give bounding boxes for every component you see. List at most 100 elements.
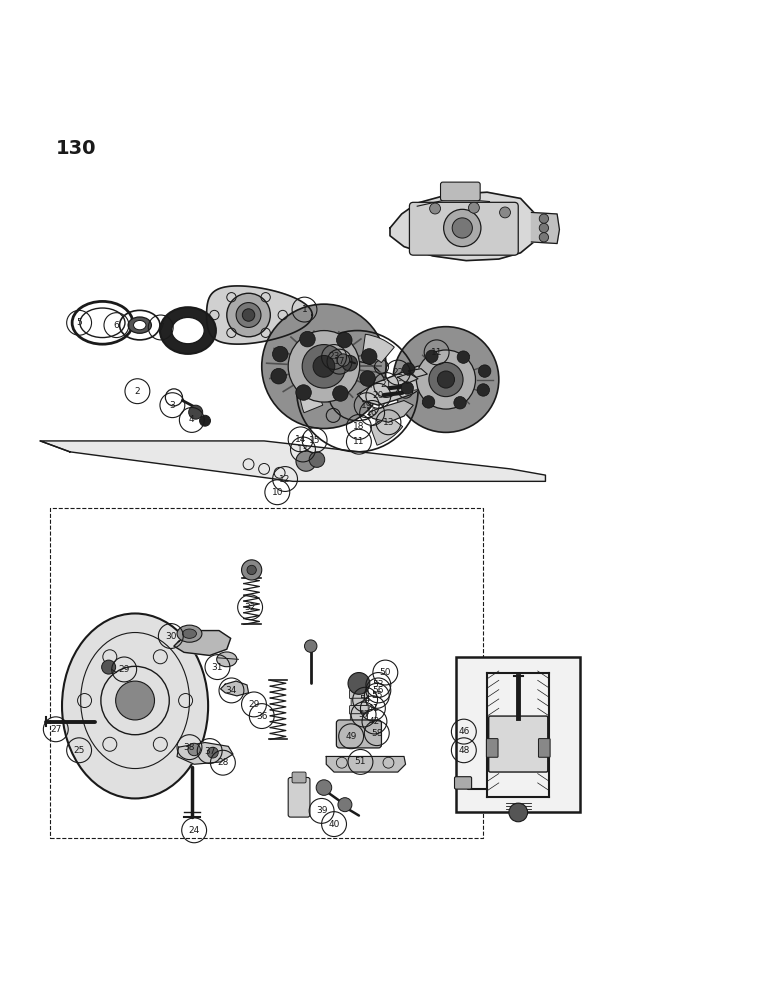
Circle shape: [227, 293, 271, 337]
Text: 36: 36: [256, 712, 268, 721]
FancyBboxPatch shape: [336, 720, 381, 748]
Circle shape: [430, 203, 441, 214]
Circle shape: [101, 660, 115, 674]
FancyBboxPatch shape: [292, 772, 306, 783]
Text: 17: 17: [334, 357, 346, 366]
Circle shape: [348, 673, 370, 694]
Circle shape: [262, 304, 386, 428]
Circle shape: [316, 780, 332, 795]
Text: 12: 12: [279, 475, 291, 484]
Text: 29: 29: [119, 665, 130, 674]
Text: 37: 37: [204, 747, 215, 756]
Text: 28: 28: [217, 758, 229, 767]
Text: 4: 4: [189, 415, 195, 424]
Text: 11: 11: [431, 348, 442, 357]
Circle shape: [189, 405, 203, 419]
Text: 16: 16: [367, 408, 378, 417]
Circle shape: [452, 218, 473, 238]
FancyBboxPatch shape: [351, 729, 367, 737]
Circle shape: [509, 803, 527, 822]
FancyBboxPatch shape: [351, 698, 367, 706]
Text: 13: 13: [383, 418, 394, 427]
Text: 22: 22: [392, 368, 403, 377]
Circle shape: [115, 681, 154, 720]
Text: 27: 27: [50, 725, 62, 734]
Circle shape: [457, 351, 470, 363]
Circle shape: [271, 368, 286, 384]
Text: 32: 32: [244, 603, 256, 612]
Text: 3: 3: [169, 401, 176, 410]
FancyBboxPatch shape: [349, 706, 368, 714]
Text: 29: 29: [248, 700, 260, 709]
Text: 50: 50: [380, 668, 391, 677]
Text: 42: 42: [369, 717, 380, 726]
Circle shape: [296, 451, 316, 471]
Ellipse shape: [133, 320, 146, 330]
Circle shape: [296, 385, 311, 400]
FancyBboxPatch shape: [350, 714, 367, 722]
Circle shape: [337, 354, 349, 366]
Text: 57: 57: [358, 710, 369, 719]
Polygon shape: [357, 364, 435, 405]
Text: 24: 24: [189, 826, 200, 835]
FancyBboxPatch shape: [455, 777, 472, 789]
Wedge shape: [300, 381, 323, 413]
Text: 56: 56: [373, 686, 384, 695]
Text: 20: 20: [373, 391, 384, 400]
Polygon shape: [531, 212, 559, 244]
Text: 54: 54: [360, 695, 370, 704]
Circle shape: [336, 332, 352, 348]
Polygon shape: [41, 441, 545, 481]
Circle shape: [247, 565, 257, 575]
Text: 34: 34: [225, 686, 237, 695]
Circle shape: [338, 798, 352, 812]
Text: 19: 19: [361, 401, 372, 410]
FancyBboxPatch shape: [349, 690, 368, 699]
FancyBboxPatch shape: [410, 202, 518, 255]
Circle shape: [242, 560, 262, 580]
Ellipse shape: [128, 317, 151, 333]
Text: 48: 48: [458, 746, 470, 755]
FancyBboxPatch shape: [456, 657, 580, 812]
Polygon shape: [390, 192, 536, 261]
Text: 40: 40: [328, 820, 340, 829]
Text: 13: 13: [297, 445, 309, 454]
Ellipse shape: [160, 307, 216, 354]
Circle shape: [360, 371, 375, 386]
Text: 46: 46: [458, 727, 470, 736]
Text: 7: 7: [158, 323, 164, 332]
Circle shape: [288, 331, 360, 402]
Polygon shape: [174, 631, 231, 655]
Text: 10: 10: [271, 488, 283, 497]
Polygon shape: [326, 756, 406, 772]
Circle shape: [300, 331, 315, 347]
Circle shape: [429, 362, 463, 397]
Ellipse shape: [183, 629, 197, 638]
Circle shape: [342, 355, 357, 371]
Circle shape: [200, 415, 211, 426]
Text: 14: 14: [295, 435, 307, 444]
Circle shape: [401, 382, 413, 394]
Circle shape: [188, 743, 200, 756]
FancyBboxPatch shape: [489, 716, 548, 772]
Text: 31: 31: [211, 663, 223, 672]
Text: 30: 30: [165, 632, 176, 641]
Text: 23: 23: [328, 352, 340, 361]
Text: 130: 130: [56, 139, 96, 158]
Text: 6: 6: [114, 321, 119, 330]
Circle shape: [539, 223, 548, 233]
Circle shape: [402, 363, 415, 375]
Circle shape: [313, 355, 335, 377]
Circle shape: [243, 309, 255, 321]
Polygon shape: [177, 742, 233, 764]
Wedge shape: [370, 414, 402, 445]
Circle shape: [393, 327, 499, 432]
Text: 15: 15: [309, 436, 321, 445]
Text: 1: 1: [302, 305, 307, 314]
FancyBboxPatch shape: [441, 182, 480, 201]
Circle shape: [302, 345, 346, 388]
Circle shape: [426, 350, 438, 363]
Ellipse shape: [172, 317, 204, 344]
Circle shape: [417, 350, 476, 409]
Circle shape: [478, 365, 491, 377]
